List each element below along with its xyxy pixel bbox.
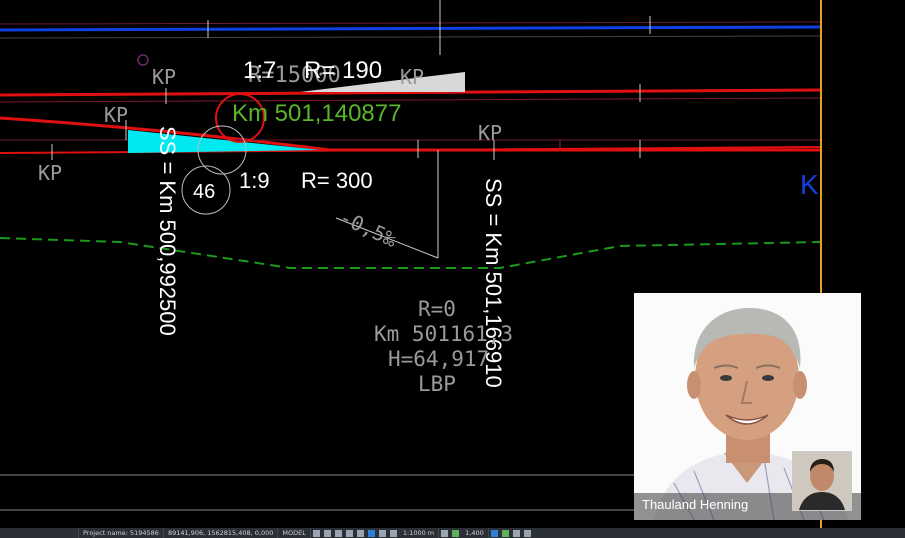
- ortho-icon[interactable]: [334, 529, 342, 537]
- workspace-icon[interactable]: [452, 529, 460, 537]
- viewport-edge: [820, 0, 822, 528]
- slope-leader: [335, 217, 439, 259]
- lineweight-icon[interactable]: [367, 529, 375, 537]
- ratio-bottom-label: 1:9: [239, 168, 270, 193]
- purple-line: [0, 21, 821, 25]
- km-station-label: Km 501,140877: [232, 100, 401, 127]
- ratio-top-label: 1:7: [243, 57, 276, 84]
- circle-number: 46: [193, 181, 215, 203]
- ss-left-label: SS = Km 500,992500: [155, 126, 180, 336]
- model-tab[interactable]: MODEL: [278, 528, 311, 538]
- annotation-scale[interactable]: 1:1000 m: [399, 528, 440, 538]
- grey-circle-marker: [197, 125, 247, 175]
- self-view-thumbnail[interactable]: [792, 451, 852, 511]
- number-circle: [181, 165, 231, 215]
- customize-icon[interactable]: [523, 529, 531, 537]
- dark-red-line: [0, 97, 821, 103]
- cursor-coordinates: 89141,906, 1562815,408, 0,000: [164, 528, 279, 538]
- red-track-curve: [0, 116, 820, 152]
- kp-marker: KP: [104, 103, 128, 127]
- red-circle-marker: [215, 93, 265, 143]
- kp-marker: KP: [478, 121, 502, 145]
- snap-icon[interactable]: [323, 529, 331, 537]
- info-height: H=64,917: [388, 347, 489, 371]
- info-lbp: LBP: [418, 372, 456, 396]
- osnap-icon[interactable]: [356, 529, 364, 537]
- presenter-name: Thauland Henning: [642, 497, 749, 512]
- radius-top-label: R= 190: [304, 57, 382, 84]
- ss-right-label: SS = Km 501,166910: [481, 178, 506, 388]
- isolate-icon[interactable]: [490, 529, 498, 537]
- status-bar: Project name: 5194586 89141,906, 1562815…: [0, 528, 905, 538]
- info-radius: R=0: [418, 297, 456, 321]
- small-purple-circle: [137, 54, 149, 66]
- ghost-scale-label: R=15000: [248, 63, 341, 88]
- gear-icon[interactable]: [441, 529, 449, 537]
- red-track-upper: [0, 88, 821, 97]
- station-ticks-mid: [51, 84, 641, 160]
- slope-label: -0,5‰: [336, 205, 402, 253]
- blue-track-line: [0, 25, 821, 32]
- radius-bottom-label: R= 300: [301, 168, 373, 193]
- selection-cycling-icon[interactable]: [389, 529, 397, 537]
- transparency-icon[interactable]: [378, 529, 386, 537]
- grey-transition-wedge: [300, 72, 465, 92]
- self-view-photo: [793, 452, 851, 510]
- grey-line: [0, 35, 821, 39]
- info-km: Km 501161,3: [374, 322, 513, 346]
- statusbar-spacer: [0, 528, 79, 538]
- station-ticks-top: [207, 0, 651, 55]
- cyan-transition-wedge: [128, 130, 320, 153]
- project-name: Project name: 5194586: [79, 528, 164, 538]
- kp-marker: KP: [400, 65, 424, 89]
- clean-screen-icon[interactable]: [512, 529, 520, 537]
- green-dashed-profile: [0, 237, 821, 269]
- zoom-level[interactable]: 1,400: [461, 528, 489, 538]
- grid-icon[interactable]: [312, 529, 320, 537]
- blue-k-label: K: [800, 169, 819, 200]
- polar-icon[interactable]: [345, 529, 353, 537]
- webcam-overlay: Thauland Henning: [634, 293, 861, 520]
- hardware-icon[interactable]: [501, 529, 509, 537]
- kp-marker: KP: [38, 161, 62, 185]
- kp-marker: KP: [152, 65, 176, 89]
